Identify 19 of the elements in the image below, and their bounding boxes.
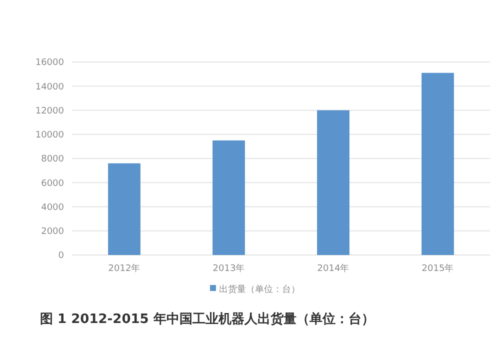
- x-tick-label: 2012年: [108, 263, 140, 274]
- y-tick-label: 4000: [41, 202, 64, 213]
- bar: [422, 72, 454, 255]
- y-tick-label: 0: [58, 251, 64, 262]
- y-tick-label: 12000: [35, 106, 64, 116]
- y-tick-label: 6000: [41, 178, 64, 189]
- x-tick-label: 2013年: [212, 263, 245, 274]
- x-tick-label: 2015年: [422, 263, 454, 274]
- y-tick-label: 16000: [35, 58, 64, 68]
- y-tick-label: 14000: [35, 82, 64, 92]
- y-tick-label: 10000: [35, 130, 64, 141]
- bar: [212, 140, 245, 255]
- y-tick-label: 2000: [41, 227, 64, 238]
- bar: [317, 110, 350, 255]
- x-tick-label: 2014年: [317, 263, 350, 274]
- bar: [108, 163, 140, 255]
- text: 图 1 2012-2015 年中国工业机器人出货量（单位：台）: [40, 311, 374, 327]
- legend-label: 出货量（单位：台）: [219, 284, 300, 295]
- y-tick-label: 8000: [41, 154, 64, 165]
